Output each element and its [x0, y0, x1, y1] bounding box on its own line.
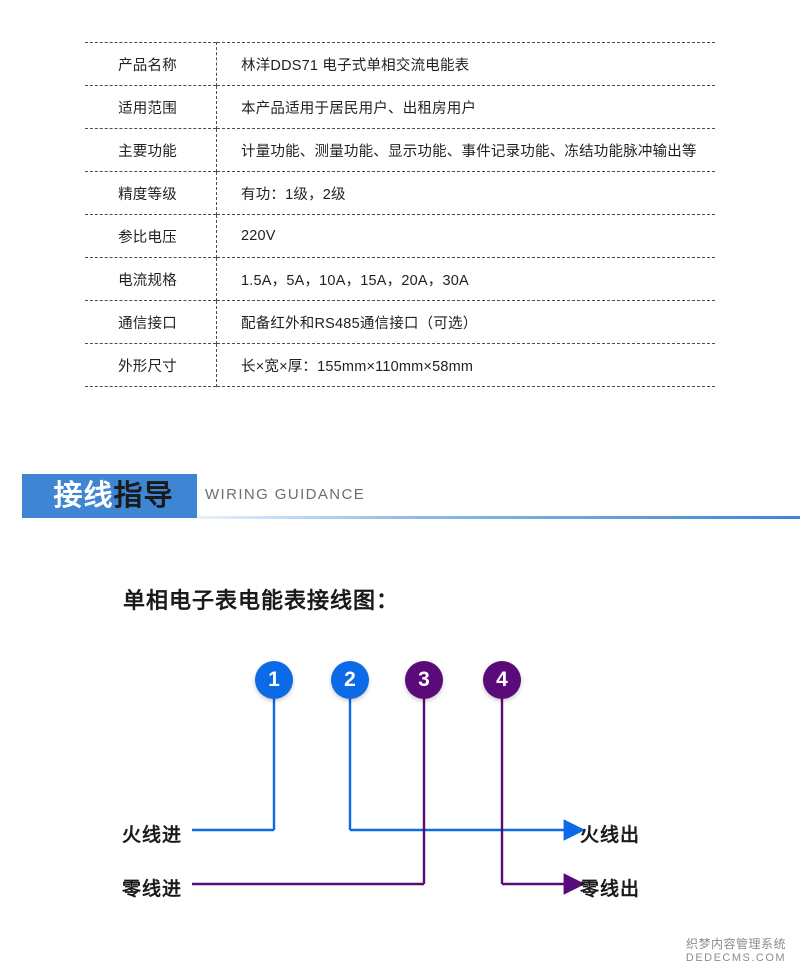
spec-value-cell: 长×宽×厚：155mm×110mm×58mm	[241, 358, 474, 375]
table-row: 参比电压 220V	[85, 214, 715, 258]
table-row: 外形尺寸 长×宽×厚：155mm×110mm×58mm	[85, 343, 715, 387]
section-header-title-dark: 指导	[113, 479, 174, 512]
table-row: 电流规格 1.5A，5A，10A，15A，20A，30A	[85, 257, 715, 301]
spec-label-cell: 精度等级	[85, 171, 217, 215]
spec-label-cell: 适用范围	[85, 85, 217, 129]
terminal-badge-1[interactable]: 1	[255, 661, 293, 699]
wiring-diagram-title: 单相电子表电能表接线图：	[123, 588, 400, 613]
spec-table-grid: 产品名称 林洋DDS71 电子式单相交流电能表 适用范围 本产品适用于居民用户、…	[85, 42, 715, 387]
section-header-wiring-guidance: 接线指导 WIRING GUIDANCE	[0, 474, 800, 532]
spec-value-cell: 计量功能、测量功能、显示功能、事件记录功能、冻结功能脉冲输出等	[241, 143, 697, 160]
watermark-en-text: DEDECMS.COM	[685, 951, 787, 964]
table-row: 精度等级 有功：1级，2级	[85, 171, 715, 215]
section-header-title-white: 接线	[53, 479, 114, 512]
terminal-badge-2-number: 2	[344, 668, 356, 691]
spec-label-cell: 电流规格	[85, 257, 217, 301]
terminal-badge-4-number: 4	[496, 668, 508, 691]
section-header-badge: 接线指导	[22, 474, 197, 518]
terminal-badge-1-number: 1	[268, 668, 280, 691]
table-row: 产品名称 林洋DDS71 电子式单相交流电能表	[85, 42, 715, 86]
spec-value-cell: 配备红外和RS485通信接口（可选）	[241, 315, 478, 332]
table-row: 适用范围 本产品适用于居民用户、出租房用户	[85, 85, 715, 129]
section-header-subtitle: WIRING GUIDANCE	[205, 486, 366, 503]
spec-value-cell: 有功：1级，2级	[241, 186, 346, 203]
table-row: 通信接口 配备红外和RS485通信接口（可选）	[85, 300, 715, 344]
wire-label-neutral-in: 零线进	[122, 879, 183, 900]
watermark: 织梦内容管理系统 DEDECMS.COM	[680, 937, 792, 964]
spec-label-cell: 主要功能	[85, 128, 217, 172]
terminal-badge-4[interactable]: 4	[483, 661, 521, 699]
terminal-badge-3[interactable]: 3	[405, 661, 443, 699]
section-header-divider	[197, 516, 800, 519]
spec-value-cell: 林洋DDS71 电子式单相交流电能表	[241, 57, 470, 74]
wire-label-live-in: 火线进	[122, 825, 183, 846]
wire-label-live-out: 火线出	[580, 825, 641, 846]
spec-value-cell: 220V	[241, 228, 276, 244]
terminal-badge-3-number: 3	[418, 668, 430, 691]
spec-label-cell: 参比电压	[85, 214, 217, 258]
watermark-cn-text: 织梦内容管理系统	[685, 937, 786, 951]
wire-label-neutral-out: 零线出	[580, 879, 641, 900]
wiring-diagram-svg	[192, 676, 586, 895]
spec-label-cell: 外形尺寸	[85, 343, 217, 387]
spec-label-cell: 产品名称	[85, 42, 217, 86]
wiring-diagram: 1 2 3 4 火线进 零线进 火线出 零线出	[0, 640, 800, 920]
spec-table-body: 产品名称 林洋DDS71 电子式单相交流电能表 适用范围 本产品适用于居民用户、…	[85, 42, 715, 387]
table-row: 主要功能 计量功能、测量功能、显示功能、事件记录功能、冻结功能脉冲输出等	[85, 128, 715, 172]
spec-value-cell: 本产品适用于居民用户、出租房用户	[241, 100, 477, 117]
section-header-title: 接线指导	[53, 479, 174, 512]
spec-value-cell: 1.5A，5A，10A，15A，20A，30A	[241, 272, 469, 289]
terminal-badge-2[interactable]: 2	[331, 661, 369, 699]
spec-label-cell: 通信接口	[85, 300, 217, 344]
specification-table: 产品名称 林洋DDS71 电子式单相交流电能表 适用范围 本产品适用于居民用户、…	[85, 42, 715, 387]
